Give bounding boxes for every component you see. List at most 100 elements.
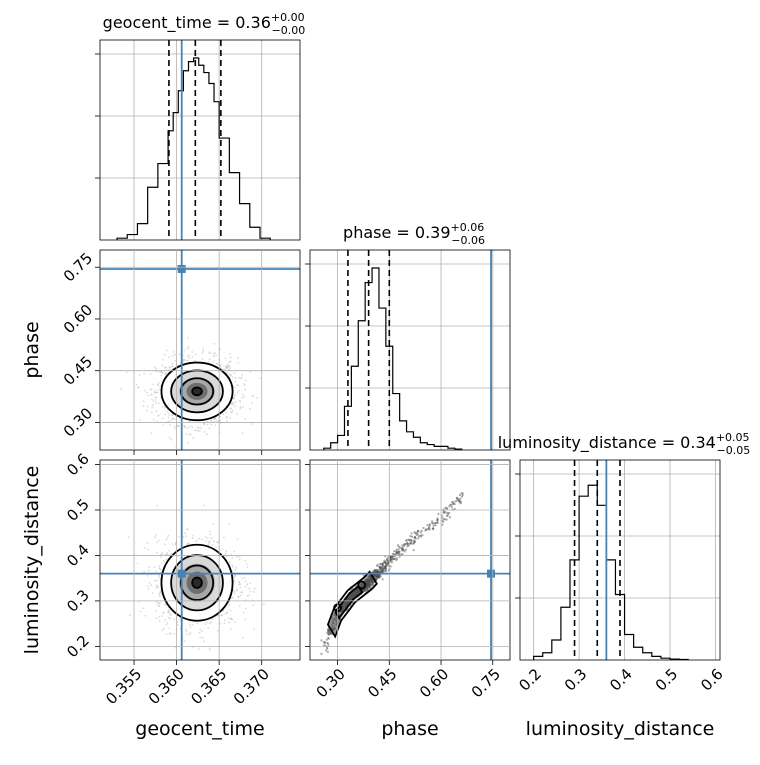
- sample-point: [173, 426, 176, 428]
- sample-point: [461, 492, 464, 495]
- sample-point: [238, 558, 241, 561]
- sample-point: [158, 601, 160, 604]
- panel-frame: [99, 249, 301, 451]
- sample-point: [158, 595, 161, 598]
- sample-point: [184, 628, 187, 631]
- sample-point: [249, 582, 252, 585]
- sample-point: [164, 553, 167, 556]
- title-name: luminosity_distance = 0.34: [498, 433, 716, 453]
- histogram-step-phase: [323, 267, 463, 450]
- title-lower-error: −0.06: [451, 234, 485, 247]
- sample-point: [154, 402, 157, 404]
- sample-point: [419, 531, 422, 534]
- sample-point: [251, 402, 253, 405]
- sample-point: [154, 536, 156, 539]
- sample-point: [234, 405, 237, 408]
- sample-point: [403, 550, 406, 553]
- sample-point: [168, 609, 171, 612]
- sample-point: [414, 532, 417, 535]
- sample-point: [155, 367, 158, 370]
- sample-point: [154, 389, 156, 392]
- sample-point: [178, 536, 180, 538]
- sample-point: [235, 401, 237, 403]
- sample-point: [445, 518, 448, 521]
- sample-point: [325, 638, 328, 641]
- sample-point: [212, 523, 215, 525]
- sample-point: [413, 540, 416, 543]
- contour-1: [334, 584, 364, 621]
- tick-label-x-geocent_time: 0.360: [145, 665, 188, 708]
- sample-point: [228, 368, 230, 371]
- axis-label-y-phase: phase: [21, 321, 43, 378]
- sample-point: [151, 398, 153, 401]
- sample-point: [182, 536, 185, 538]
- sample-point: [182, 361, 185, 363]
- sample-point: [169, 617, 172, 620]
- histogram-step-geocent_time: [116, 57, 271, 240]
- sample-point: [233, 590, 236, 593]
- sample-point: [216, 363, 219, 365]
- sample-point: [173, 632, 176, 635]
- sample-point: [234, 377, 237, 379]
- sample-point: [379, 570, 382, 573]
- sample-point: [233, 580, 236, 583]
- sample-point: [192, 437, 195, 440]
- sample-point: [158, 593, 160, 596]
- sample-point: [395, 552, 398, 555]
- sample-point: [184, 426, 186, 429]
- sample-point: [251, 423, 253, 425]
- sample-point: [209, 352, 211, 354]
- sample-point: [152, 418, 155, 421]
- sample-point: [427, 527, 431, 530]
- sample-point: [397, 551, 401, 554]
- sample-point: [183, 640, 186, 643]
- sample-point: [210, 537, 213, 540]
- sample-point: [210, 423, 213, 426]
- sample-point: [434, 521, 437, 525]
- tick-label-x-geocent_time: 0.355: [102, 665, 145, 708]
- sample-point: [228, 522, 231, 525]
- sample-point: [381, 563, 384, 566]
- sample-point: [165, 539, 168, 541]
- sample-point: [420, 529, 423, 532]
- sample-point: [164, 618, 166, 621]
- sample-point: [241, 577, 243, 580]
- sample-point: [170, 365, 173, 368]
- hist-panel-geocent_time: geocent_time = 0.36+0.00 −0.00: [95, 11, 306, 241]
- sample-point: [153, 391, 156, 394]
- sample-point: [176, 363, 179, 366]
- sample-point: [172, 354, 175, 357]
- sample-point: [326, 642, 330, 645]
- sample-point: [168, 368, 171, 371]
- sample-point: [192, 534, 195, 537]
- sample-point: [412, 549, 415, 552]
- sample-point: [402, 548, 405, 551]
- sample-point: [183, 359, 186, 362]
- sample-point: [242, 611, 245, 614]
- tick-label-y-phase: 0.75: [60, 249, 96, 285]
- sample-point: [191, 426, 194, 429]
- sample-point: [432, 527, 435, 530]
- sample-point: [157, 586, 160, 588]
- sample-point: [239, 594, 242, 597]
- sample-point: [244, 580, 247, 582]
- sample-point: [196, 622, 199, 625]
- sample-point: [405, 539, 408, 542]
- title-geocent_time: geocent_time = 0.36+0.00 −0.00: [103, 11, 306, 37]
- sample-point: [159, 591, 161, 594]
- sample-point: [237, 361, 240, 364]
- sample-point: [251, 395, 254, 398]
- sample-point: [249, 590, 251, 593]
- sample-point: [164, 413, 167, 416]
- sample-point: [236, 589, 239, 592]
- sample-point: [207, 627, 210, 629]
- sample-point: [142, 607, 145, 610]
- tick-label-y-luminosity_distance: 0.3: [63, 586, 93, 616]
- tick-label-y-phase: 0.45: [60, 353, 96, 389]
- sample-point: [165, 623, 168, 626]
- sample-point: [212, 352, 215, 355]
- sample-point: [230, 411, 232, 414]
- truth-marker: [177, 264, 186, 273]
- sample-point: [162, 359, 165, 361]
- sample-point: [205, 540, 207, 543]
